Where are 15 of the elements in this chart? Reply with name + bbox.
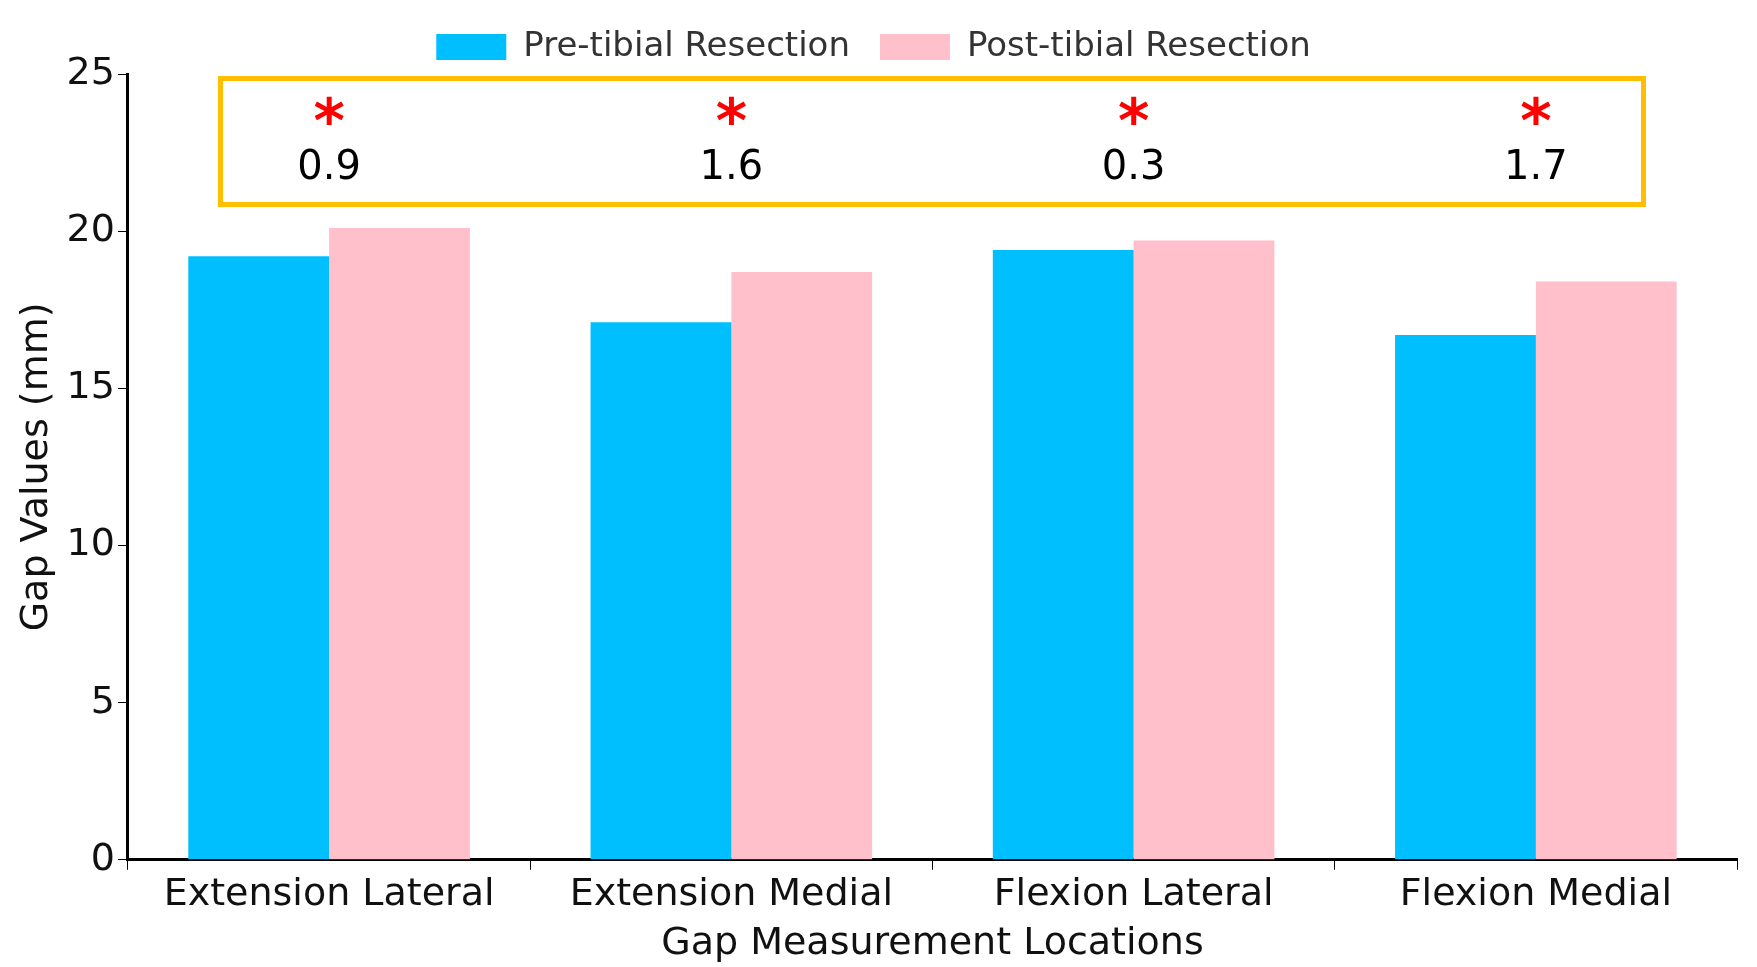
x-axis-title: Gap Measurement Locations	[661, 919, 1204, 964]
y-tick-label: 20	[66, 206, 115, 251]
y-tick-label: 0	[90, 834, 115, 879]
x-tick-label: Extension Medial	[569, 870, 894, 915]
legend-label: Pre-tibial Resection	[523, 23, 850, 64]
x-tick-label: Flexion Medial	[1399, 870, 1673, 915]
y-tick-label: 15	[66, 363, 115, 408]
y-tick-label: 10	[66, 520, 115, 565]
y-axis-title: Gap Values (mm)	[11, 302, 56, 632]
y-tick-label: 5	[90, 677, 115, 722]
legend-label: Post-tibial Resection	[966, 23, 1311, 64]
x-tick-label: Flexion Lateral	[993, 870, 1274, 915]
annotation: 1.7	[1504, 142, 1568, 189]
x-tick-label: Extension Lateral	[163, 870, 495, 915]
y-tick-label: 25	[66, 48, 115, 93]
